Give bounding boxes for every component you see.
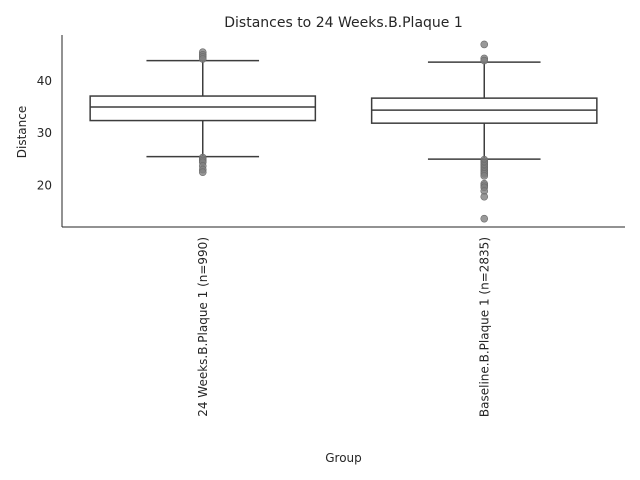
y-axis: 20 30 40 [37,35,63,227]
outlier-point [480,40,489,49]
iqr-box [89,95,317,122]
chart-title: Distances to 24 Weeks.B.Plaque 1 [224,15,463,31]
box-group-2 [370,40,598,223]
x-tick-label: 24 Weeks.B.Plaque 1 (n=990) [196,237,210,417]
x-axis: 24 Weeks.B.Plaque 1 (n=990) Baseline.B.Pl… [62,226,625,417]
outlier-point [198,168,207,177]
boxes-layer [89,40,598,223]
outlier-point [480,214,489,223]
box-group-1 [89,48,317,177]
x-tick-label: Baseline.B.Plaque 1 (n=2835) [477,237,491,417]
y-tick-label: 40 [37,74,52,88]
outlier-point [198,55,207,63]
y-axis-label: Distance [15,106,29,158]
x-axis-label: Group [325,451,362,465]
outlier-point [480,172,489,180]
outlier-point [480,192,489,201]
y-tick-label: 30 [37,126,52,140]
outlier-point [480,56,489,65]
y-tick-label: 20 [37,178,52,192]
